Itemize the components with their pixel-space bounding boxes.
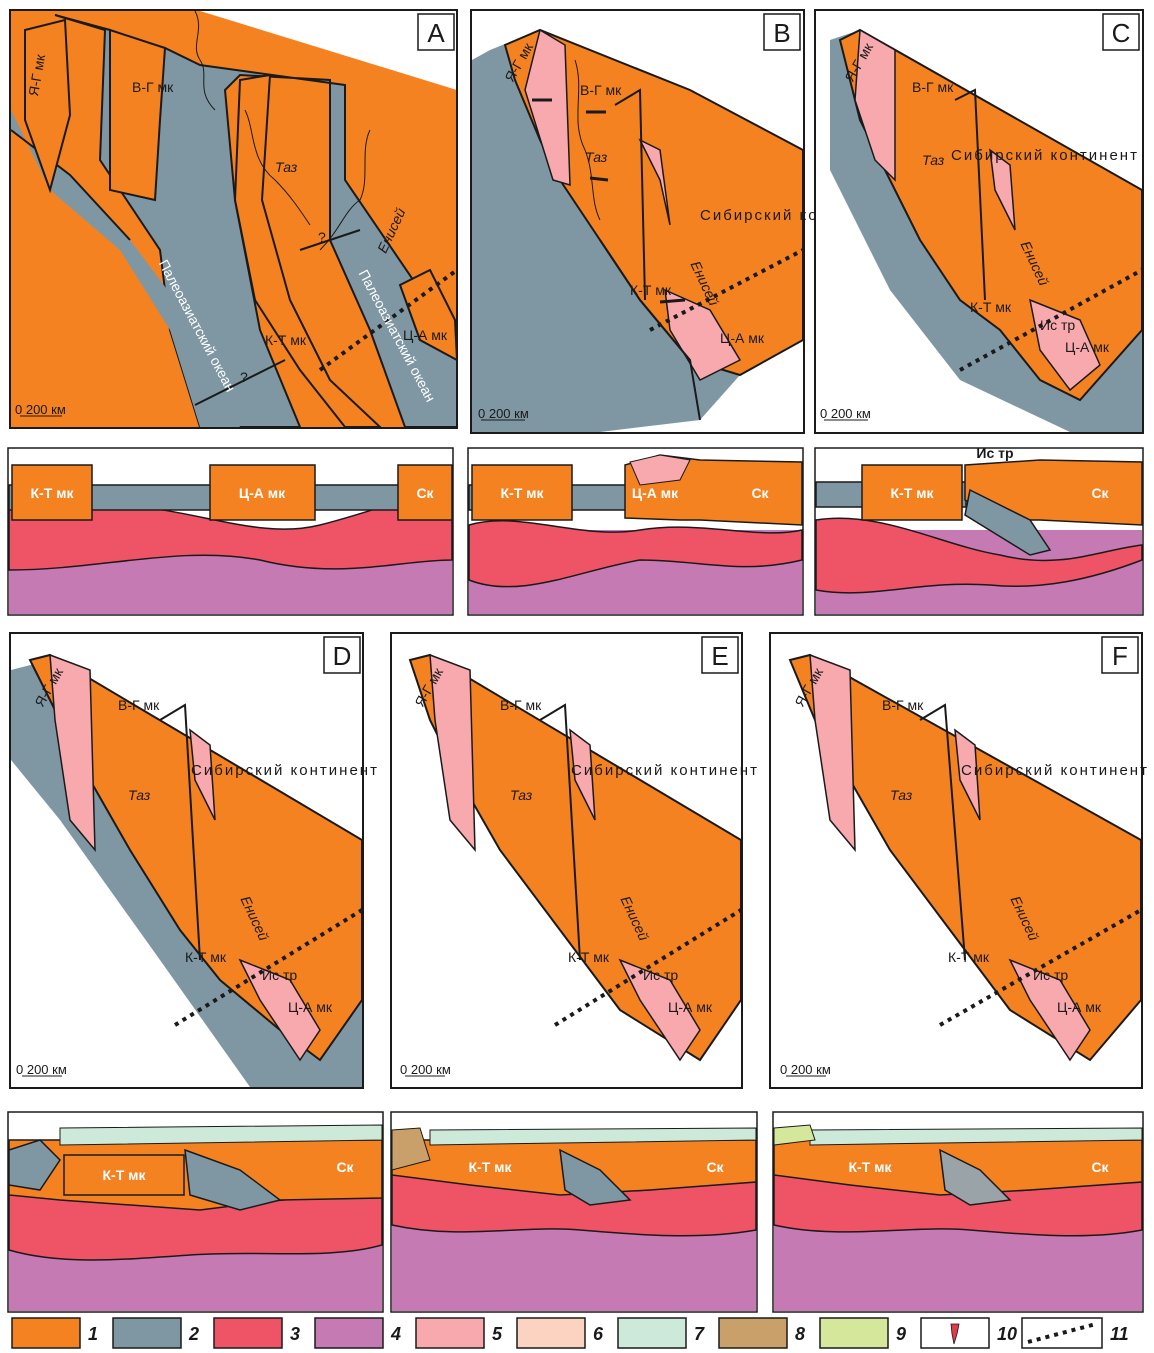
label-ca: Ц-А мк [403, 327, 448, 343]
label-ca: Ц-А мк [1057, 999, 1102, 1015]
sec-sk: Ск [706, 1159, 724, 1175]
section-5: К-Т мк Ск [390, 1111, 758, 1313]
scale-bar: 0 200 км [820, 406, 871, 421]
panel-e: E Я-Г мк В-Г мк К-Т мк Ис тр Ц-А мк Таз … [390, 632, 759, 1089]
scale-bar: 0 200 км [400, 1062, 451, 1077]
panel-c: C Я-Г мк В-Г мк К-Т мк Ис тр Ц-А мк Таз … [814, 9, 1144, 434]
label-ca: Ц-А мк [288, 999, 333, 1015]
legend-number: 9 [896, 1324, 906, 1344]
scale-bar: 0 200 км [478, 406, 529, 421]
sec-sk: Ск [336, 1159, 354, 1175]
section-4: К-Т мк Ск [7, 1111, 384, 1313]
panel-letter: F [1112, 641, 1128, 671]
sec-kt: К-Т мк [848, 1159, 892, 1175]
sec-kt: К-Т мк [500, 485, 544, 501]
legend-swatch [516, 1317, 586, 1349]
legend-swatch [213, 1317, 283, 1349]
legend-number: 4 [390, 1324, 401, 1344]
section-1: К-Т мк Ц-А мк Ск [7, 447, 454, 616]
label-q1: ? [318, 229, 326, 245]
label-ca: Ц-А мк [668, 999, 713, 1015]
label-ist: Ис тр [1033, 967, 1068, 983]
label-ist: Ис тр [1040, 317, 1075, 333]
label-vg: В-Г мк [882, 697, 924, 713]
legend-swatch [1021, 1317, 1103, 1349]
panel-letter: E [711, 641, 728, 671]
panel-d: D Я-Г мк В-Г мк К-Т мк Ис тр Ц-А мк Таз … [9, 632, 379, 1089]
sec-kt: К-Т мк [468, 1159, 512, 1175]
panel-letter: B [773, 18, 790, 48]
panel-letter: C [1112, 18, 1131, 48]
magma-icon [950, 1323, 960, 1345]
label-taz: Таз [585, 149, 608, 165]
panel-b: B Я-Г мк В-Г мк К-Т мк Ц-А мк Таз Енисей… [470, 9, 886, 434]
legend-swatch [617, 1317, 687, 1349]
panel-f: F Я-Г мк В-Г мк К-Т мк Ис тр Ц-А мк Таз … [769, 632, 1149, 1089]
label-taz: Таз [510, 787, 533, 803]
label-vg: В-Г мк [580, 82, 622, 98]
section-3: К-Т мк Ис тр Ск [814, 445, 1144, 616]
label-kt: К-Т мк [568, 949, 610, 965]
section-2: К-Т мк Ц-А мк Ск [467, 447, 804, 616]
sec-sk: Ск [1091, 485, 1109, 501]
legend-number: 2 [188, 1324, 199, 1344]
label-sib: Сибирский континент [191, 762, 379, 779]
label-vg: В-Г мк [500, 697, 542, 713]
label-ist: Ис тр [262, 967, 297, 983]
label-kt: К-Т мк [185, 949, 227, 965]
sec-sk: Ск [751, 485, 769, 501]
label-yg: Я-Г мк [25, 52, 48, 97]
legend-swatch [819, 1317, 889, 1349]
panel-letter: D [333, 641, 352, 671]
legend-number: 8 [795, 1324, 805, 1344]
profile-line-icon [1027, 1322, 1097, 1344]
sec-ist: Ис тр [976, 445, 1013, 461]
sec-ca: Ц-А мк [239, 485, 286, 501]
label-taz: Таз [890, 787, 913, 803]
panel-letter: A [427, 18, 445, 48]
label-kt: К-Т мк [948, 949, 990, 965]
panel-a: A Я-Г мк В-Г мк К-Т мк Ц-А мк Таз Енисей… [9, 9, 458, 429]
label-sib: Сибирский континент [961, 762, 1149, 779]
legend-swatch [314, 1317, 384, 1349]
legend-swatch [11, 1317, 81, 1349]
legend: 1 2 3 4 5 6 7 8 9 10 11 [11, 1317, 1129, 1349]
label-vg: В-Г мк [912, 79, 954, 95]
sec-sk: Ск [1091, 1159, 1109, 1175]
legend-swatch [718, 1317, 788, 1349]
sec-kt: К-Т мк [890, 485, 934, 501]
scale-bar: 0 200 км [16, 1062, 67, 1077]
label-taz: Таз [128, 787, 151, 803]
label-vg: В-Г мк [118, 697, 160, 713]
label-kt: К-Т мк [265, 332, 307, 348]
label-taz: Таз [922, 152, 945, 168]
sec-kt: К-Т мк [30, 485, 74, 501]
legend-number: 11 [1110, 1324, 1129, 1344]
label-taz: Таз [275, 159, 298, 175]
label-kt: К-Т мк [630, 282, 672, 298]
scale-bar: 0 200 км [15, 402, 66, 417]
sec-kt: К-Т мк [102, 1167, 146, 1183]
label-q2: ? [240, 369, 248, 385]
legend-number: 5 [492, 1324, 503, 1344]
scale-bar: 0 200 км [780, 1062, 831, 1077]
label-sib: Сибирский континент [571, 762, 759, 779]
legend-swatch [415, 1317, 485, 1349]
sec-ca: Ц-А мк [632, 485, 679, 501]
label-vg: В-Г мк [132, 79, 174, 95]
legend-number: 3 [290, 1324, 300, 1344]
label-sib: Сибирский континент [951, 147, 1139, 164]
sec-sk: Ск [416, 485, 434, 501]
label-ca: Ц-А мк [1065, 339, 1110, 355]
label-kt: К-Т мк [970, 299, 1012, 315]
legend-number: 6 [593, 1324, 604, 1344]
label-ca: Ц-А мк [720, 330, 765, 346]
legend-number: 10 [997, 1324, 1017, 1344]
label-ist: Ис тр [643, 967, 678, 983]
section-6: К-Т мк Ск [772, 1111, 1144, 1313]
legend-number: 7 [694, 1324, 705, 1344]
legend-swatch [112, 1317, 182, 1349]
legend-number: 1 [88, 1324, 98, 1344]
